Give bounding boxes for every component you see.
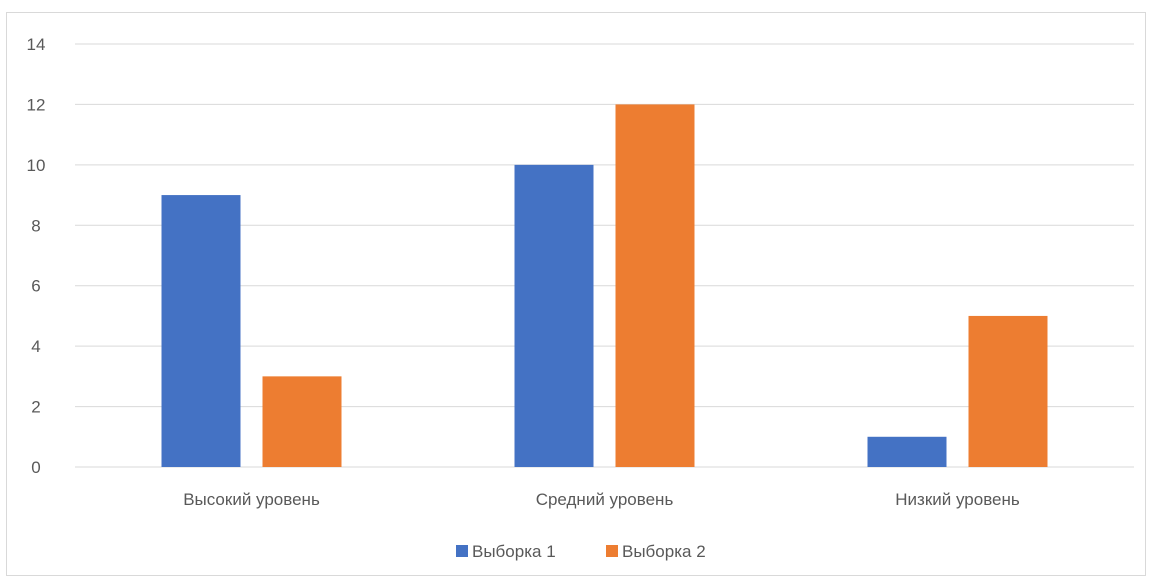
legend-item-1[interactable]: Выборка 1: [456, 542, 556, 561]
bar-2-1: [262, 376, 342, 467]
bars: [161, 104, 1048, 468]
legend-item-2[interactable]: Выборка 2: [606, 542, 706, 561]
bar-2-3: [968, 315, 1048, 467]
bar-1-2: [514, 164, 594, 467]
gridlines: [75, 43, 1134, 468]
bar-1-1: [161, 195, 241, 468]
x-category-label: Низкий уровень: [895, 490, 1020, 509]
y-tick-label: 4: [31, 337, 40, 356]
y-tick-label: 10: [27, 156, 46, 175]
x-axis-category-labels: Высокий уровень Средний уровень Низкий уро…: [183, 490, 1020, 509]
y-tick-label: 0: [31, 458, 40, 477]
y-tick-label: 12: [27, 95, 46, 114]
legend-label: Выборка 1: [472, 542, 556, 561]
legend-swatch: [606, 545, 618, 557]
y-tick-label: 6: [31, 277, 40, 296]
legend-swatch: [456, 545, 468, 557]
y-tick-label: 8: [31, 216, 40, 235]
x-category-label: Высокий уровень: [183, 490, 320, 509]
legend-label: Выборка 2: [622, 542, 706, 561]
y-tick-label: 2: [31, 398, 40, 417]
bar-1-3: [867, 436, 947, 467]
x-category-label: Средний уровень: [536, 490, 674, 509]
legend[interactable]: Выборка 1 Выборка 2: [456, 542, 706, 561]
y-tick-label: 14: [27, 35, 46, 54]
bar-2-2: [615, 104, 695, 467]
y-axis-tick-labels: 0 2 4 6 8 10 12 14: [27, 35, 46, 477]
